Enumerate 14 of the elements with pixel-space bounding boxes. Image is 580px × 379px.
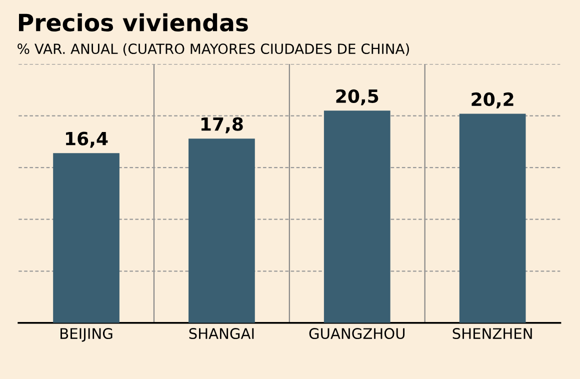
x-tick-label: BEIJING — [60, 328, 112, 342]
data-label: 17,8 — [201, 117, 243, 134]
bar — [324, 110, 390, 323]
x-tick-label: GUANGZHOU — [309, 328, 405, 340]
x-tick-label: SHANGAI — [189, 328, 254, 340]
bar — [188, 138, 255, 323]
data-label: 20,2 — [472, 92, 514, 108]
chart-subtitle: % VAR. ANUAL (CUATRO MAYORES CIUDADES DE CHINA) — [18, 43, 409, 56]
x-tick-label: SHENZHEN — [452, 328, 532, 340]
bar — [53, 153, 120, 323]
bar — [459, 114, 526, 323]
data-label: 20,5 — [336, 89, 378, 106]
data-label: 16,4 — [66, 132, 108, 148]
chart-title: Precios viviendas — [18, 13, 248, 32]
